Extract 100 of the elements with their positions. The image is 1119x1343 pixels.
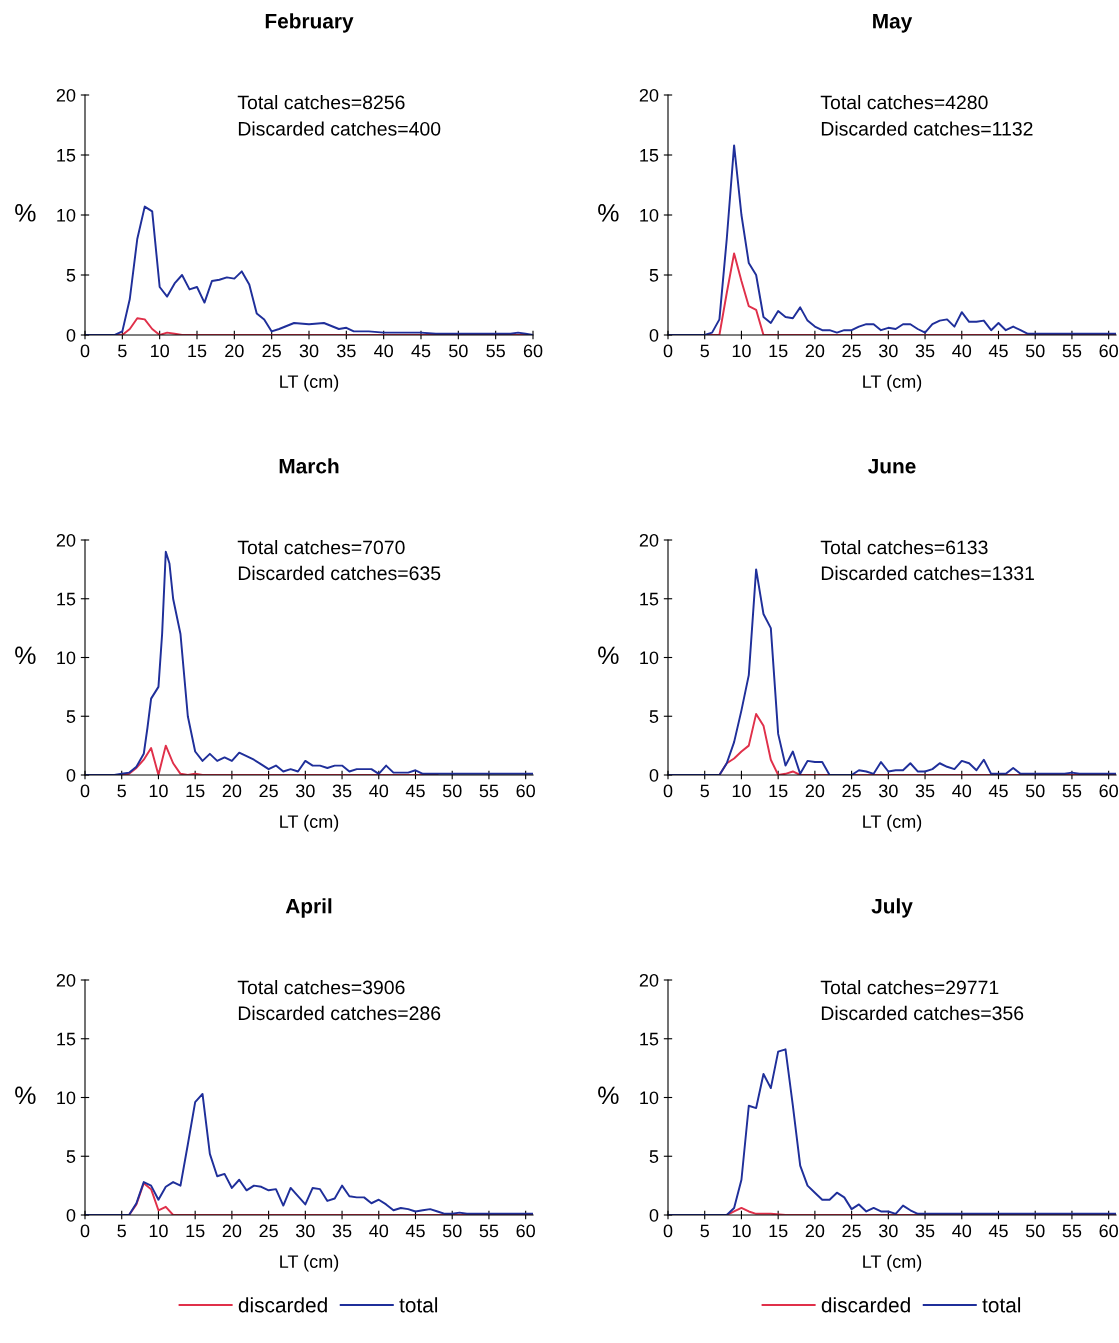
y-tick-label: 15 xyxy=(640,149,659,162)
chart-title: March xyxy=(279,458,339,474)
x-tick-label: 5 xyxy=(117,1224,126,1238)
x-tick-label: 25 xyxy=(259,784,278,798)
x-tick-label: 45 xyxy=(411,344,431,358)
x-tick-label: 35 xyxy=(332,1224,352,1238)
x-tick-label: 25 xyxy=(262,344,281,358)
y-tick-label: 10 xyxy=(640,1091,659,1105)
annotation: Total catches=4280 xyxy=(820,95,988,110)
x-axis-title: LT (cm) xyxy=(280,814,339,832)
x-tick-label: 40 xyxy=(374,344,393,358)
x-tick-label: 55 xyxy=(479,784,499,798)
y-tick-label: 20 xyxy=(639,533,659,547)
y-tick-label: 0 xyxy=(649,768,659,782)
y-tick-label: 5 xyxy=(649,269,659,282)
x-tick-label: 60 xyxy=(1099,784,1118,798)
x-tick-label: 15 xyxy=(769,344,788,358)
x-tick-label: 20 xyxy=(222,1224,242,1238)
x-tick-label: 45 xyxy=(988,1224,1008,1238)
y-tick-label: 5 xyxy=(66,269,76,282)
x-tick-label: 15 xyxy=(769,784,788,798)
chart-title: July xyxy=(871,898,913,918)
legend-label: discarded xyxy=(821,1297,910,1313)
y-tick-label: 0 xyxy=(649,1208,659,1222)
x-tick-label: 5 xyxy=(700,784,709,798)
x-tick-label: 35 xyxy=(915,344,935,358)
y-axis-title: % xyxy=(598,646,619,665)
x-tick-label: 5 xyxy=(700,344,709,358)
y-tick-label: 5 xyxy=(649,1150,659,1163)
x-tick-label: 10 xyxy=(732,784,751,798)
x-tick-label: 30 xyxy=(299,344,319,358)
y-tick-label: 5 xyxy=(66,710,76,723)
annotation: Total catches=8256 xyxy=(237,95,405,110)
x-tick-label: 60 xyxy=(516,1224,535,1238)
chart-title: June xyxy=(868,459,916,474)
x-tick-label: 50 xyxy=(442,1224,462,1238)
x-tick-label: 25 xyxy=(842,344,861,358)
x-tick-label: 45 xyxy=(988,344,1008,358)
y-tick-label: 15 xyxy=(57,592,76,606)
x-tick-label: 60 xyxy=(516,784,535,798)
annotation: Discarded catches=286 xyxy=(238,1005,441,1021)
y-tick-label: 10 xyxy=(57,1091,76,1105)
y-axis-title: % xyxy=(15,1086,36,1105)
x-tick-label: 50 xyxy=(1025,1224,1045,1238)
legend-label: total xyxy=(399,1297,438,1313)
x-tick-label: 20 xyxy=(805,1224,825,1238)
x-tick-label: 45 xyxy=(405,784,425,798)
x-tick-label: 40 xyxy=(952,344,972,358)
y-tick-label: 20 xyxy=(639,973,659,987)
y-tick-label: 20 xyxy=(56,973,76,987)
x-tick-label: 60 xyxy=(523,344,543,358)
x-tick-label: 5 xyxy=(118,344,127,358)
x-tick-label: 55 xyxy=(486,344,505,358)
x-tick-label: 35 xyxy=(336,344,356,358)
x-tick-label: 50 xyxy=(1025,784,1045,798)
x-tick-label: 35 xyxy=(915,1224,935,1238)
x-tick-label: 30 xyxy=(878,784,898,798)
y-tick-label: 20 xyxy=(56,88,76,102)
x-tick-label: 40 xyxy=(369,1224,389,1238)
x-tick-label: 55 xyxy=(1062,784,1082,798)
x-tick-label: 10 xyxy=(149,1224,168,1238)
y-axis-title: % xyxy=(15,646,36,665)
chart-title: February xyxy=(265,13,354,33)
annotation: Discarded catches=400 xyxy=(238,121,441,136)
legend-label: total xyxy=(982,1297,1021,1313)
x-tick-label: 20 xyxy=(805,784,825,798)
annotation: Total catches=3906 xyxy=(237,980,405,995)
y-tick-label: 5 xyxy=(649,710,659,723)
x-tick-label: 35 xyxy=(332,784,352,798)
x-tick-label: 10 xyxy=(149,784,168,798)
x-tick-label: 55 xyxy=(1062,344,1082,358)
annotation: Discarded catches=635 xyxy=(238,565,441,581)
annotation: Total catches=29771 xyxy=(820,980,999,995)
x-tick-label: 15 xyxy=(186,1224,205,1238)
x-tick-label: 50 xyxy=(442,784,462,798)
x-tick-label: 15 xyxy=(188,344,207,358)
y-tick-label: 0 xyxy=(66,768,76,782)
x-tick-label: 15 xyxy=(769,1224,788,1238)
y-tick-label: 15 xyxy=(57,1032,76,1046)
chart-title: May xyxy=(873,14,913,33)
x-axis-title: LT (cm) xyxy=(863,374,922,392)
x-tick-label: 50 xyxy=(449,344,468,358)
y-axis-title: % xyxy=(598,204,619,222)
x-axis-title: LT (cm) xyxy=(863,814,922,832)
x-tick-label: 35 xyxy=(915,784,935,798)
x-axis-title: LT (cm) xyxy=(280,374,339,392)
y-tick-label: 10 xyxy=(640,208,659,222)
x-tick-label: 0 xyxy=(80,1224,90,1238)
x-tick-label: 30 xyxy=(295,784,315,798)
y-tick-label: 5 xyxy=(66,1150,76,1163)
y-axis-title: % xyxy=(598,1086,619,1105)
y-tick-label: 10 xyxy=(57,208,76,222)
y-axis-title: % xyxy=(15,204,36,222)
y-tick-label: 15 xyxy=(57,149,76,162)
x-tick-label: 5 xyxy=(117,784,126,798)
y-tick-label: 20 xyxy=(56,533,76,547)
x-tick-label: 50 xyxy=(1025,344,1045,358)
x-tick-label: 30 xyxy=(878,344,898,358)
x-tick-label: 0 xyxy=(80,344,90,358)
annotation: Discarded catches=356 xyxy=(821,1005,1024,1021)
